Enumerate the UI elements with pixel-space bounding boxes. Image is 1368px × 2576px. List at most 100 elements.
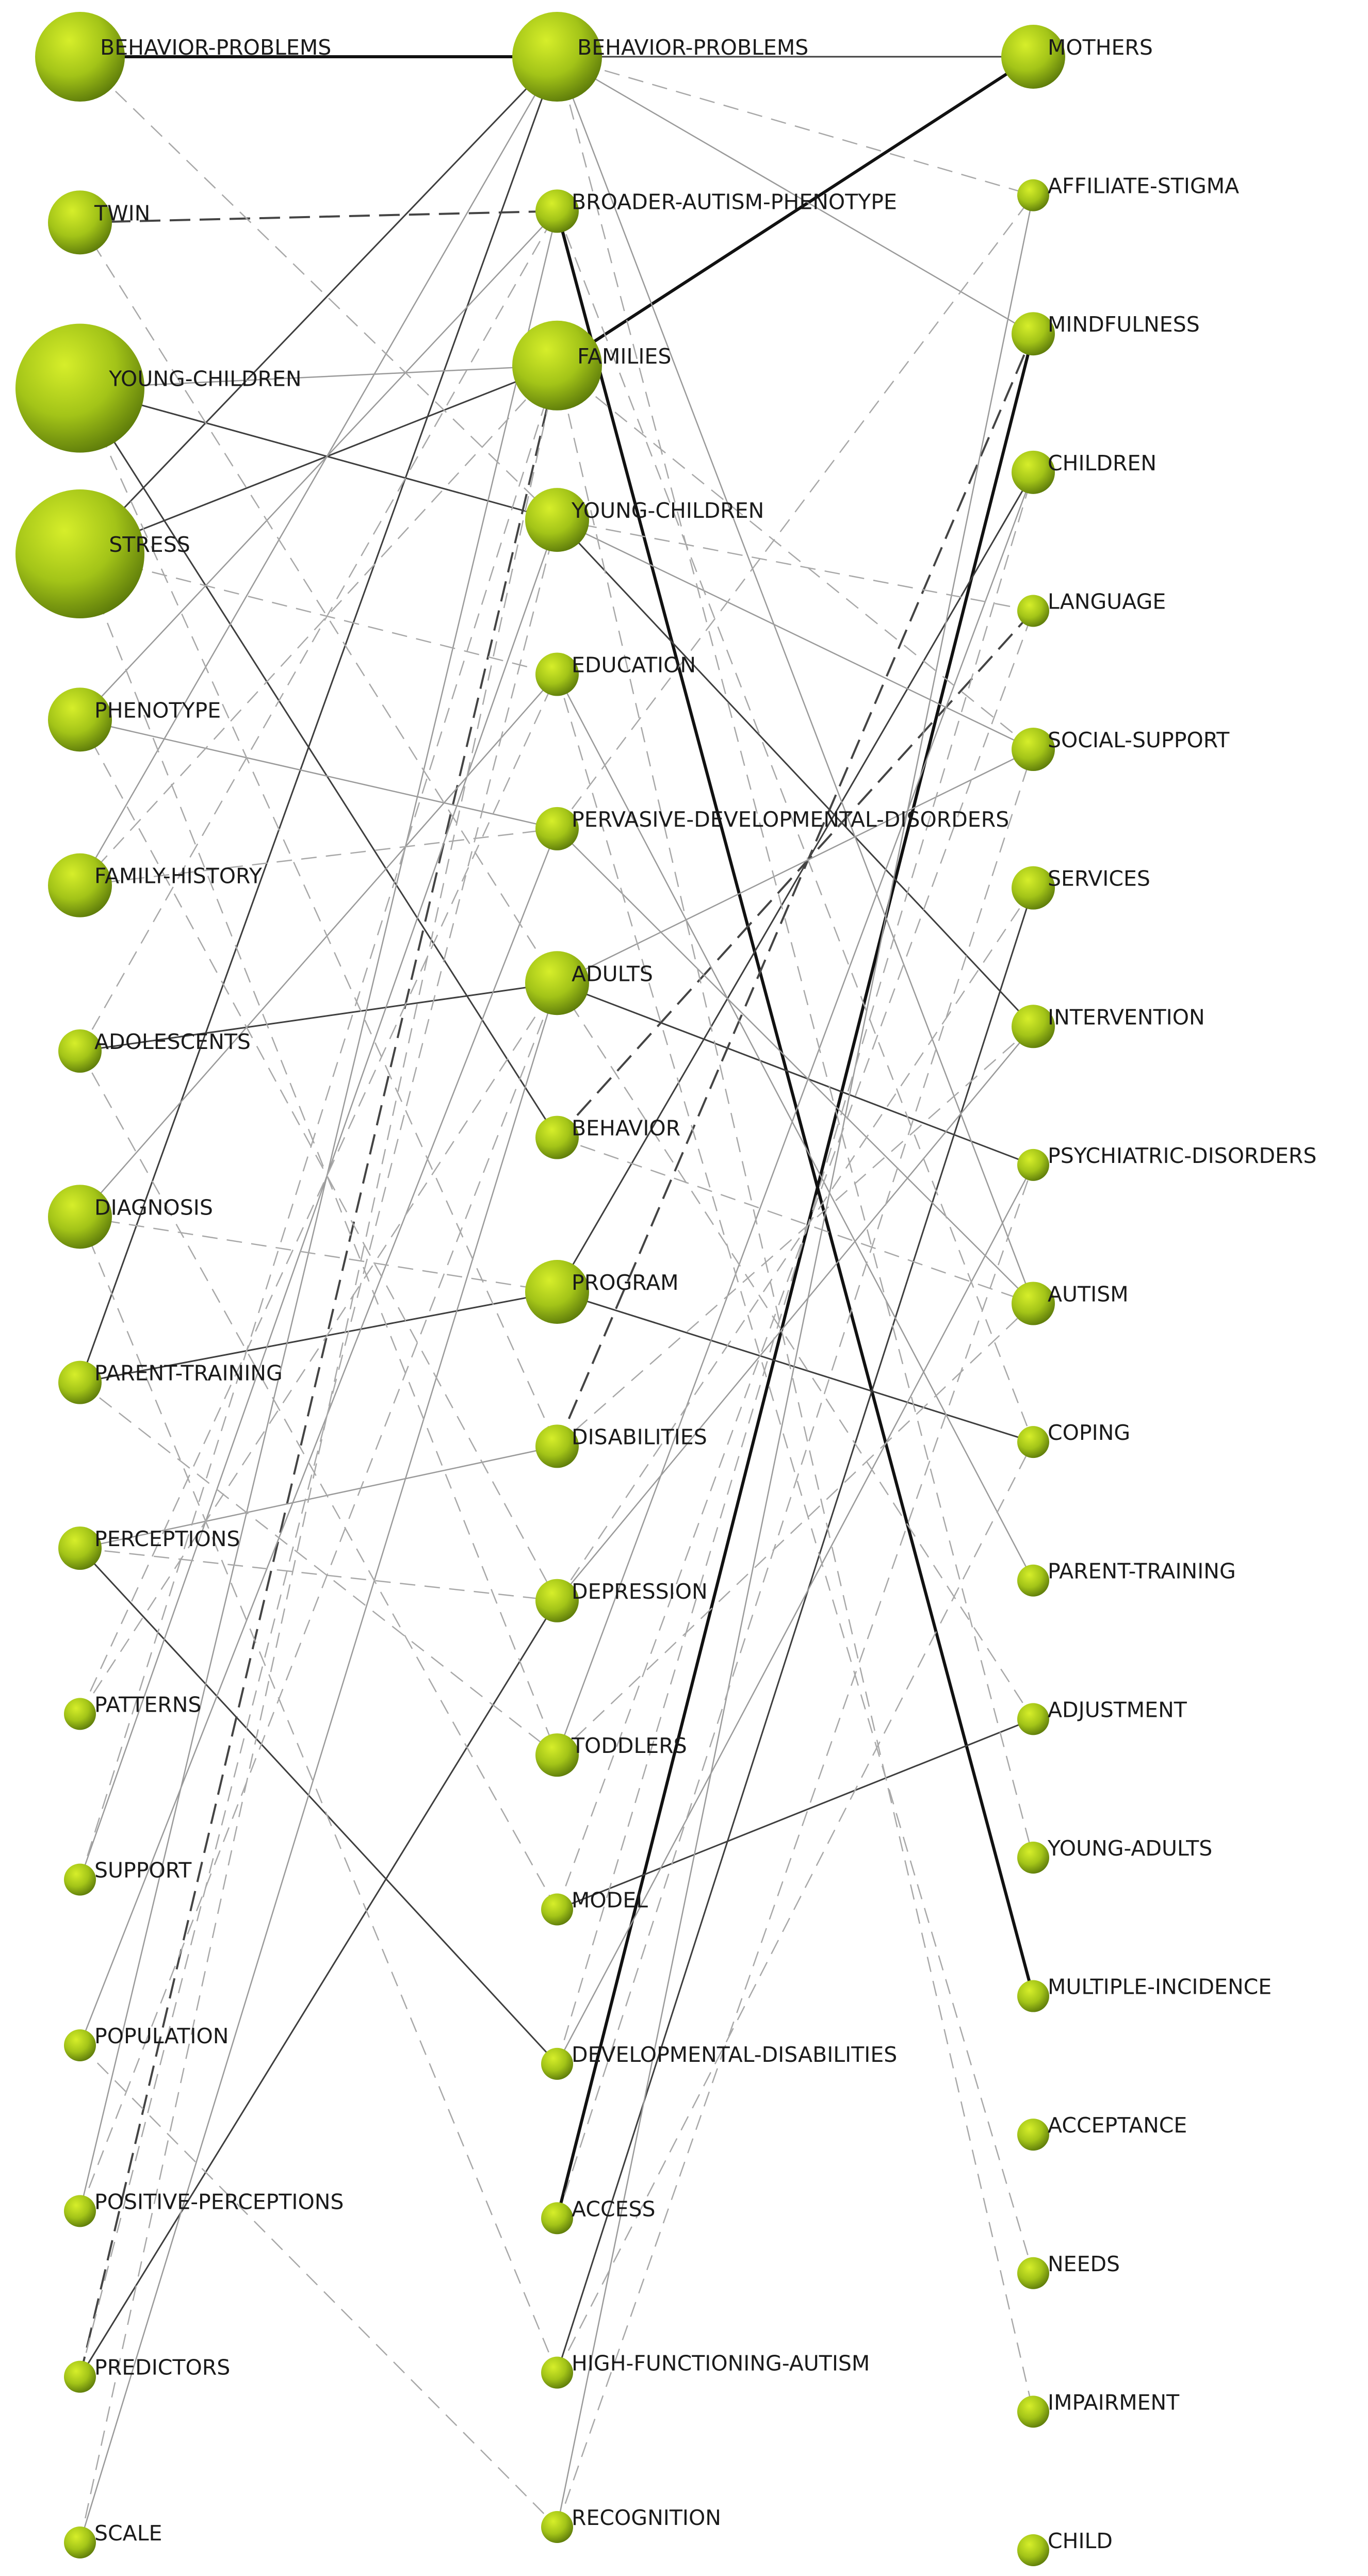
node-middle[interactable]: BEHAVIOR [535, 1115, 680, 1159]
node-middle[interactable]: PROGRAM [525, 1260, 679, 1324]
node-circle[interactable] [1012, 1282, 1055, 1325]
node-circle[interactable] [48, 687, 112, 752]
node-left[interactable]: SCALE [64, 2521, 162, 2558]
node-circle[interactable] [58, 1527, 102, 1570]
node-circle[interactable] [1017, 1980, 1049, 2012]
node-right[interactable]: IMPAIRMENT [1017, 2390, 1180, 2428]
node-circle[interactable] [1001, 25, 1065, 89]
node-left[interactable]: POPULATION [64, 2024, 229, 2061]
node-right[interactable]: PARENT-TRAINING [1017, 1559, 1236, 1597]
node-right[interactable]: YOUNG-ADULTS [1017, 1836, 1212, 1874]
node-circle[interactable] [48, 853, 112, 917]
node-left[interactable]: TWIN [48, 190, 150, 255]
node-circle[interactable] [1012, 312, 1055, 356]
node-middle[interactable]: RECOGNITION [541, 2505, 721, 2543]
node-circle[interactable] [512, 320, 602, 411]
node-circle[interactable] [1017, 2534, 1049, 2566]
node-circle[interactable] [535, 1733, 579, 1777]
node-circle[interactable] [535, 189, 579, 233]
node-middle[interactable]: DISABILITIES [535, 1424, 707, 1468]
node-circle[interactable] [1017, 2395, 1049, 2428]
node-right[interactable]: SOCIAL-SUPPORT [1012, 728, 1230, 772]
node-circle[interactable] [541, 2047, 573, 2080]
node-circle[interactable] [535, 1579, 579, 1622]
node-left[interactable]: SUPPORT [64, 1858, 192, 1896]
node-right[interactable]: CHILD [1017, 2529, 1113, 2566]
node-left[interactable]: YOUNG-CHILDREN [15, 323, 302, 453]
node-left[interactable]: PATTERNS [64, 1692, 201, 1730]
node-circle[interactable] [535, 1115, 579, 1159]
node-circle[interactable] [35, 12, 125, 102]
node-circle[interactable] [1017, 1703, 1049, 1735]
node-right[interactable]: AFFILIATE-STIGMA [1017, 174, 1239, 211]
node-circle[interactable] [1017, 179, 1049, 211]
node-right[interactable]: MINDFULNESS [1012, 312, 1200, 356]
node-middle[interactable]: MODEL [541, 1888, 648, 1926]
node-circle[interactable] [64, 2360, 96, 2393]
node-middle[interactable]: BEHAVIOR-PROBLEMS [512, 12, 808, 102]
node-circle[interactable] [1017, 1841, 1049, 1874]
node-right[interactable]: SERVICES [1012, 866, 1150, 910]
node-middle[interactable]: FAMILIES [512, 320, 671, 411]
node-circle[interactable] [525, 1260, 589, 1324]
node-left[interactable]: DIAGNOSIS [48, 1185, 213, 1249]
node-right[interactable]: LANGUAGE [1017, 589, 1166, 627]
node-right[interactable]: ADJUSTMENT [1017, 1697, 1187, 1735]
node-circle[interactable] [1012, 866, 1055, 910]
node-middle[interactable]: BROADER-AUTISM-PHENOTYPE [535, 189, 897, 233]
node-circle[interactable] [58, 1029, 102, 1073]
node-right[interactable]: MOTHERS [1001, 25, 1153, 89]
node-circle[interactable] [64, 2195, 96, 2227]
node-circle[interactable] [1012, 728, 1055, 772]
node-circle[interactable] [64, 2029, 96, 2061]
node-right[interactable]: ACCEPTANCE [1017, 2113, 1187, 2151]
node-circle[interactable] [535, 807, 579, 850]
node-circle[interactable] [1017, 1148, 1049, 1181]
node-circle[interactable] [64, 1863, 96, 1896]
node-middle[interactable]: ADULTS [525, 951, 653, 1015]
node-middle[interactable]: ACCESS [541, 2196, 656, 2235]
node-circle[interactable] [64, 2526, 96, 2558]
node-circle[interactable] [1017, 2119, 1049, 2151]
node-circle[interactable] [525, 951, 589, 1015]
node-circle[interactable] [1017, 2257, 1049, 2289]
node-left[interactable]: POSITIVE-PERCEPTIONS [64, 2189, 344, 2227]
node-middle[interactable]: DEPRESSION [535, 1579, 708, 1622]
node-circle[interactable] [1012, 450, 1055, 494]
node-circle[interactable] [541, 2202, 573, 2235]
node-circle[interactable] [541, 2356, 573, 2389]
node-circle[interactable] [525, 488, 589, 552]
node-right[interactable]: CHILDREN [1012, 450, 1157, 494]
node-left[interactable]: PHENOTYPE [48, 687, 221, 752]
node-middle[interactable]: DEVELOPMENTAL-DISABILITIES [541, 2042, 897, 2080]
node-circle[interactable] [512, 12, 602, 102]
node-circle[interactable] [541, 1893, 573, 1926]
node-circle[interactable] [1017, 1564, 1049, 1597]
node-circle[interactable] [48, 1185, 112, 1249]
node-middle[interactable]: HIGH-FUNCTIONING-AUTISM [541, 2351, 870, 2389]
node-left[interactable]: BEHAVIOR-PROBLEMS [35, 12, 331, 102]
node-right[interactable]: MULTIPLE-INCIDENCE [1017, 1975, 1272, 2012]
node-left[interactable]: FAMILY-HISTORY [48, 853, 263, 917]
node-left[interactable]: ADOLESCENTS [58, 1029, 251, 1073]
node-circle[interactable] [541, 2511, 573, 2543]
node-left[interactable]: PERCEPTIONS [58, 1527, 240, 1570]
node-middle[interactable]: PERVASIVE-DEVELOPMENTAL-DISORDERS [535, 807, 1009, 850]
node-circle[interactable] [1012, 1005, 1055, 1048]
node-middle[interactable]: YOUNG-CHILDREN [525, 488, 764, 552]
node-circle[interactable] [535, 652, 579, 696]
node-circle[interactable] [535, 1424, 579, 1468]
node-circle[interactable] [15, 323, 144, 453]
node-circle[interactable] [64, 1698, 96, 1730]
node-left[interactable]: PARENT-TRAINING [58, 1360, 283, 1404]
node-middle[interactable]: EDUCATION [535, 652, 696, 696]
node-circle[interactable] [15, 489, 144, 618]
node-right[interactable]: COPING [1017, 1420, 1130, 1458]
node-right[interactable]: INTERVENTION [1012, 1005, 1205, 1048]
node-right[interactable]: NEEDS [1017, 2252, 1120, 2289]
node-circle[interactable] [58, 1360, 102, 1404]
node-right[interactable]: AUTISM [1012, 1282, 1129, 1325]
node-circle[interactable] [1017, 595, 1049, 627]
node-left[interactable]: PREDICTORS [64, 2355, 230, 2393]
node-circle[interactable] [48, 190, 112, 255]
